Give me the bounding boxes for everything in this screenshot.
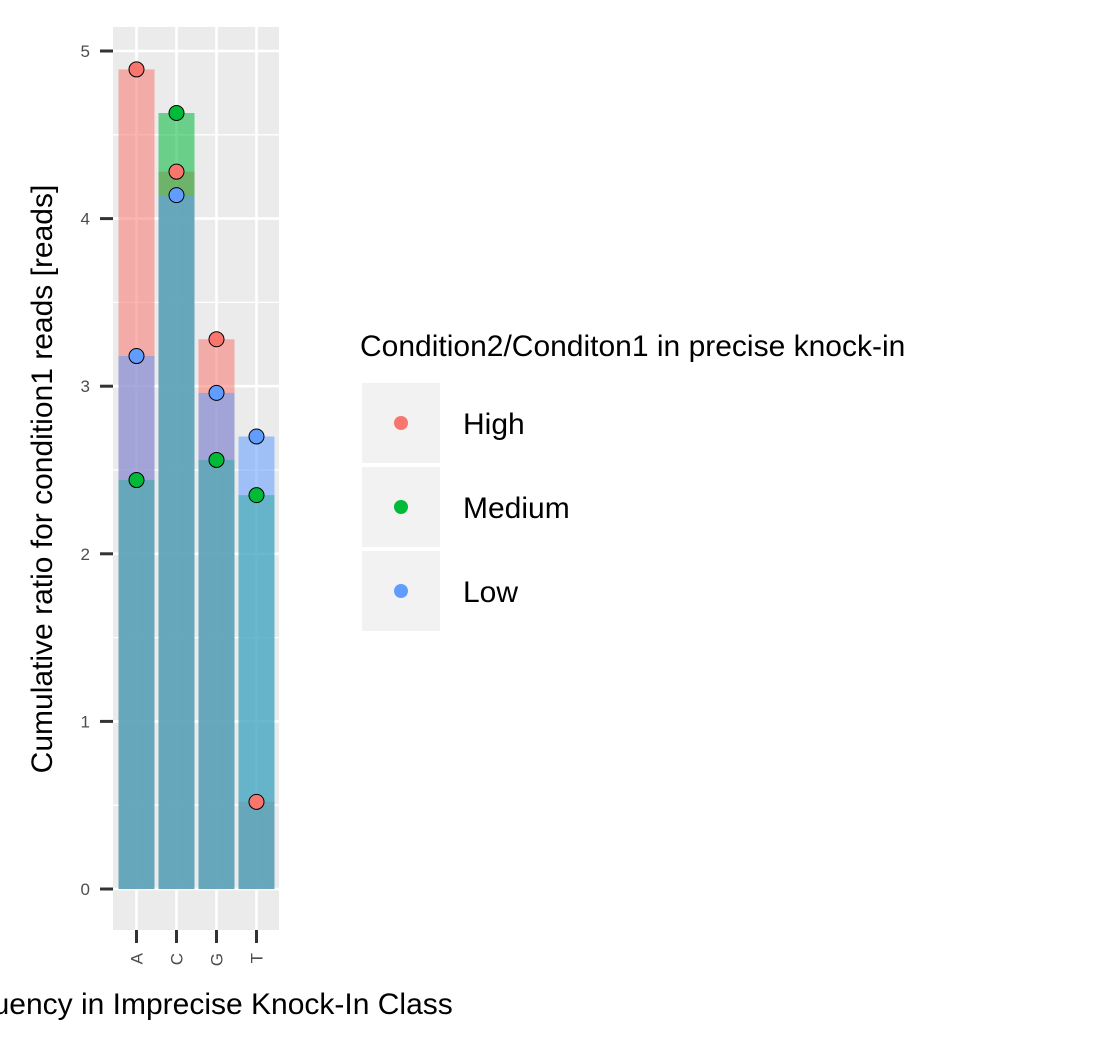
point-high-C bbox=[168, 163, 185, 180]
x-tick-label-G: G bbox=[208, 953, 227, 966]
y-tick-label: 3 bbox=[81, 377, 90, 396]
point-low-A bbox=[128, 348, 145, 365]
legend-swatch-low bbox=[394, 584, 408, 598]
bar-low-A bbox=[118, 356, 155, 890]
point-medium-G bbox=[208, 451, 225, 468]
point-high-A bbox=[128, 61, 145, 78]
points bbox=[128, 61, 265, 810]
legend: High Medium Low bbox=[362, 383, 570, 631]
bar-low-C bbox=[158, 195, 195, 890]
point-low-T bbox=[248, 428, 265, 445]
point-high-T bbox=[248, 793, 265, 810]
point-medium-A bbox=[128, 472, 145, 489]
y-tick-label: 5 bbox=[81, 42, 90, 61]
legend-label-high: High bbox=[463, 408, 525, 441]
legend-label-low: Low bbox=[463, 576, 518, 609]
legend-label-medium: Medium bbox=[463, 492, 570, 525]
point-medium-C bbox=[168, 105, 185, 122]
point-low-C bbox=[168, 187, 185, 204]
x-tick-label-C: C bbox=[168, 953, 187, 965]
point-medium-T bbox=[248, 487, 265, 504]
bar-low-G bbox=[198, 392, 235, 889]
point-high-G bbox=[208, 331, 225, 348]
y-tick-label: 2 bbox=[81, 545, 90, 564]
x-axis-title: Sequency in Imprecise Knock-In Class bbox=[0, 988, 453, 1021]
bars bbox=[118, 69, 275, 890]
y-tick-label: 0 bbox=[81, 880, 90, 899]
y-tick-label: 1 bbox=[81, 712, 90, 731]
x-tick-label-T: T bbox=[248, 953, 267, 963]
point-low-G bbox=[208, 384, 225, 401]
legend-swatch-medium bbox=[394, 500, 408, 514]
bar-low-T bbox=[238, 436, 275, 889]
legend-swatch-high bbox=[394, 416, 408, 430]
y-axis: 0 1 2 3 4 5 bbox=[81, 42, 113, 899]
legend-title: Condition2/Conditon1 in precise knock-in bbox=[360, 330, 905, 363]
y-axis-title: Cumulative ratio for condition1 reads [r… bbox=[26, 185, 59, 774]
x-tick-label-A: A bbox=[128, 952, 147, 964]
y-tick-label: 4 bbox=[81, 210, 90, 229]
